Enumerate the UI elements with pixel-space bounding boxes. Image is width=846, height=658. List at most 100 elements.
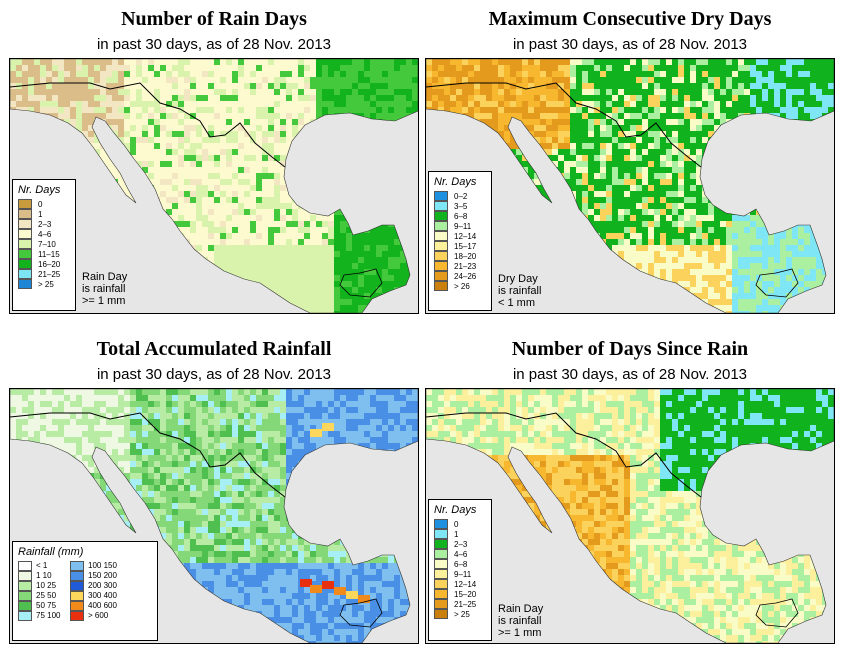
legend-swatch — [434, 589, 448, 599]
legend-swatch — [434, 549, 448, 559]
note-line-2: is rainfall — [498, 285, 542, 297]
legend-item: 18–20 — [434, 251, 486, 261]
legend-swatch — [18, 571, 32, 581]
legend-label: < 1 — [36, 561, 48, 570]
legend-label: 4–6 — [454, 549, 468, 559]
panel-title: Number of Rain Days — [121, 8, 307, 30]
legend-item: > 25 — [434, 609, 486, 619]
legend-item: 15–17 — [434, 241, 486, 251]
legend-swatch — [70, 591, 84, 601]
map-dry-days: Nr. Days 0–2 3–5 6–8 9–11 12–14 15–17 18–20 21–… — [425, 58, 835, 314]
panel-rain-days: Number of Rain Days in past 30 days, as … — [9, 0, 419, 320]
definition-note: Rain Day is rainfall >= 1 mm — [82, 271, 127, 307]
legend-swatch — [434, 271, 448, 281]
panel-days-since-rain: Number of Days Since Rain in past 30 day… — [425, 330, 835, 650]
legend-item: 0 — [18, 199, 70, 209]
legend-item: 21–23 — [434, 261, 486, 271]
legend-swatch — [434, 231, 448, 241]
legend-swatch — [18, 611, 32, 621]
legend-item: 4–6 — [18, 229, 70, 239]
legend-label: 12–14 — [454, 231, 477, 241]
legend-title: Nr. Days — [434, 176, 477, 188]
legend-label: 6–8 — [454, 559, 468, 569]
coastline — [426, 389, 834, 643]
legend-swatch — [434, 191, 448, 201]
legend-swatch — [70, 581, 84, 591]
note-line-1: Rain Day — [498, 603, 544, 615]
legend-items: 0 1 2–3 4–6 7–10 11–15 16–20 21–25 > 25 — [18, 199, 70, 289]
coastline — [10, 59, 418, 313]
legend-item: 12–14 — [434, 579, 486, 589]
legend-label: 16–20 — [38, 259, 61, 269]
legend-label: 25 50 — [36, 591, 57, 600]
legend-swatch — [434, 599, 448, 609]
legend-swatch — [18, 561, 32, 571]
panel-title: Total Accumulated Rainfall — [96, 338, 332, 360]
legend-swatch — [434, 241, 448, 251]
legend-label: 200 300 — [88, 581, 117, 590]
country-border — [755, 598, 799, 628]
note-line-1: Dry Day — [498, 273, 538, 285]
legend-swatch — [18, 229, 32, 239]
legend: Nr. Days 0 1 2–3 4–6 6–8 9–11 12–14 15–20 21–25 >… — [428, 499, 492, 641]
legend-label: 6–8 — [454, 211, 468, 221]
legend-swatch — [18, 209, 32, 219]
legend-label: 10 25 — [36, 581, 57, 590]
legend-swatch — [18, 249, 32, 259]
legend-label: 18–20 — [454, 251, 477, 261]
legend-swatch — [434, 569, 448, 579]
map-total-rainfall: Rainfall (mm) < 1 100 150 1 10 150 200 10 25… — [9, 388, 419, 644]
legend-label: 3–5 — [454, 201, 468, 211]
legend-label: 400 600 — [88, 601, 117, 610]
legend-item: 21–25 — [434, 599, 486, 609]
legend-label: 11–15 — [38, 249, 60, 259]
coastline — [10, 389, 418, 643]
legend-label: > 25 — [38, 279, 54, 289]
map-canvas — [426, 59, 834, 313]
legend-label: 21–25 — [454, 599, 477, 609]
legend-swatch — [70, 611, 84, 621]
legend-label: 1 10 — [36, 571, 52, 580]
note-line-3: >= 1 mm — [498, 627, 542, 639]
panel-total-rainfall: Total Accumulated Rainfall in past 30 da… — [9, 330, 419, 650]
panel-subtitle: in past 30 days, as of 28 Nov. 2013 — [512, 366, 748, 383]
legend-label: 100 150 — [88, 561, 117, 570]
legend-swatch — [434, 261, 448, 271]
legend-title: Nr. Days — [434, 504, 477, 516]
legend-title: Rainfall (mm) — [18, 546, 84, 558]
legend-label: 75 100 — [36, 611, 61, 620]
legend-swatch — [434, 221, 448, 231]
panel-subtitle: in past 30 days, as of 28 Nov. 2013 — [96, 366, 332, 383]
legend: Rainfall (mm) < 1 100 150 1 10 150 200 10 25… — [12, 541, 158, 641]
legend-label: 0 — [454, 519, 459, 529]
legend-swatch — [434, 529, 448, 539]
panel-title: Number of Days Since Rain — [511, 338, 749, 360]
country-border — [10, 412, 286, 498]
legend-item: 1 — [18, 209, 70, 219]
panel-subtitle: in past 30 days, as of 28 Nov. 2013 — [96, 36, 332, 53]
map-canvas — [426, 389, 834, 643]
legend-item: 21–25 — [18, 269, 70, 279]
legend-swatch — [70, 601, 84, 611]
legend-item: 4–6 — [434, 549, 486, 559]
legend-item: 0–2 — [434, 191, 486, 201]
legend-items: 0 1 2–3 4–6 6–8 9–11 12–14 15–20 21–25 > 25 — [434, 519, 486, 619]
legend-label: 9–11 — [454, 569, 472, 579]
legend-item: 11–15 — [18, 249, 70, 259]
legend-item: 1 — [434, 529, 486, 539]
map-canvas — [10, 59, 418, 313]
country-border — [755, 268, 799, 298]
legend-item: 9–11 — [434, 569, 486, 579]
legend-item: 6–8 — [434, 559, 486, 569]
legend-item: 0 — [434, 519, 486, 529]
definition-note: Dry Day is rainfall < 1 mm — [498, 273, 541, 309]
legend-label: 2–3 — [38, 219, 52, 229]
panel-subtitle: in past 30 days, as of 28 Nov. 2013 — [512, 36, 748, 53]
panel-dry-days: Maximum Consecutive Dry Days in past 30 … — [425, 0, 835, 320]
legend-label: 9–11 — [454, 221, 472, 231]
legend-swatch — [434, 211, 448, 221]
legend-swatch — [18, 259, 32, 269]
legend: Nr. Days 0–2 3–5 6–8 9–11 12–14 15–17 18–20 21–… — [428, 171, 492, 311]
legend-swatch — [70, 571, 84, 581]
legend-item: > 26 — [434, 281, 486, 291]
